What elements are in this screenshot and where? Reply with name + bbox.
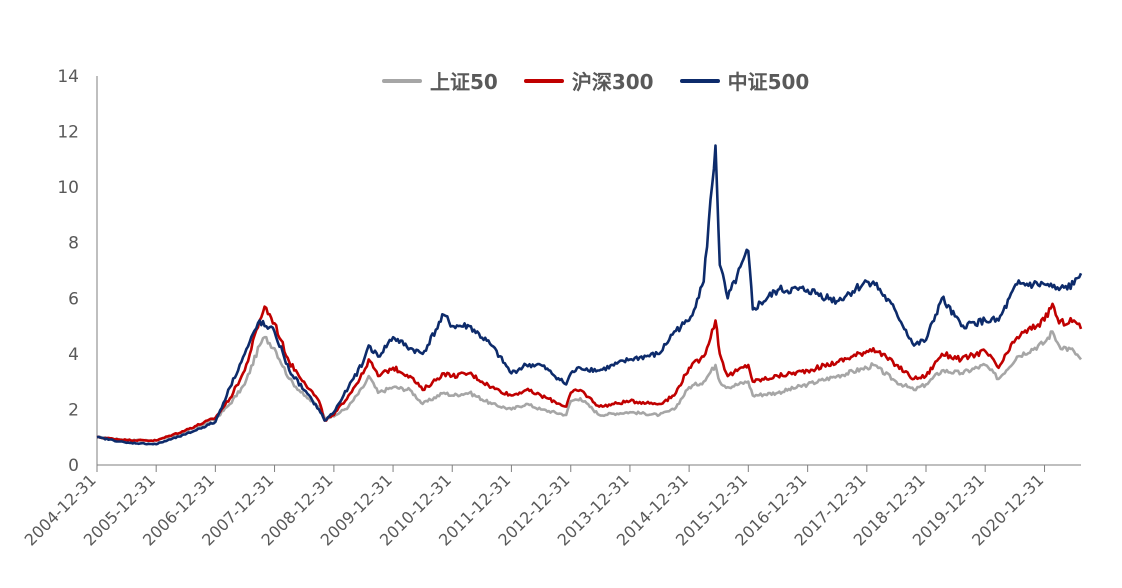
y-tick-label: 4 [68,345,79,365]
legend-item-sz50: 上证50 [382,66,498,95]
legend-label-hs300: 沪深300 [571,70,654,94]
y-tick-label: 10 [57,178,79,198]
legend-swatch-hs300 [523,78,564,83]
series-line-2 [96,144,1083,446]
y-tick-label: 0 [68,456,79,476]
series-line-1 [96,302,1083,443]
legend-label-zz500: 中证500 [727,70,810,94]
y-tick-label: 6 [68,289,79,309]
y-tick-label: 12 [57,123,79,143]
legend-swatch-sz50 [382,78,422,83]
y-tick-label: 2 [68,400,79,420]
series-line-0 [96,330,1083,443]
y-tick-label: 8 [68,234,79,254]
legend-item-hs300: 沪深300 [523,66,654,95]
legend: 上证50 沪深300 中证500 [382,66,809,95]
legend-swatch-zz500 [679,78,720,83]
y-tick-label: 14 [57,67,79,87]
legend-item-zz500: 中证500 [679,66,810,95]
legend-label-sz50: 上证50 [430,70,498,94]
